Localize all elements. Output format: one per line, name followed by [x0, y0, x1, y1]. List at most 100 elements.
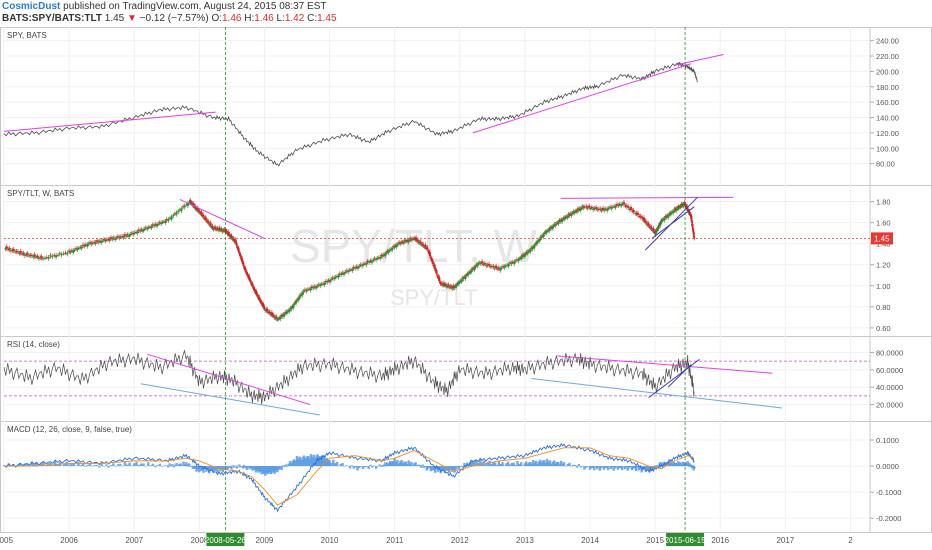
macd-histogram-bar	[175, 462, 178, 467]
author-name[interactable]: CosmicDust	[2, 1, 61, 12]
macd-histogram-bar	[414, 462, 417, 467]
candle-body	[296, 299, 299, 301]
candle-body	[631, 210, 634, 212]
candle-body	[266, 308, 269, 312]
macd-histogram-bar	[530, 464, 534, 467]
candle-body	[228, 233, 231, 236]
candle-body	[690, 215, 693, 220]
candle-body	[220, 228, 223, 231]
macd-histogram-bar	[558, 464, 561, 467]
candle-body	[603, 209, 606, 211]
macd-histogram-bar	[656, 464, 660, 467]
candle-body	[32, 256, 35, 258]
y-tick-label: 200.00	[876, 67, 899, 76]
candle-body	[673, 208, 676, 210]
candle-body	[129, 234, 132, 236]
macd-histogram-bar	[625, 466, 628, 468]
macd-histogram-bar	[482, 460, 486, 467]
candle-body	[47, 257, 50, 259]
candle-body	[490, 265, 493, 267]
candle-body	[687, 208, 690, 211]
y-tick-label: 0.0000	[876, 462, 899, 471]
candle-body	[571, 213, 574, 215]
candle-body	[595, 207, 598, 209]
macd-histogram-bar	[239, 466, 242, 468]
candle-body	[351, 268, 354, 271]
candle-body	[675, 208, 678, 211]
candle-body	[688, 211, 691, 214]
candle-body	[122, 236, 125, 238]
macd-histogram-bar	[525, 461, 528, 467]
macd-histogram-bar	[306, 455, 310, 467]
candle-body	[574, 211, 577, 213]
candle-body	[460, 279, 463, 282]
y-tick-label: 220.00	[876, 52, 899, 61]
candle-body	[72, 250, 75, 253]
macd-histogram-bar	[185, 462, 188, 467]
candle-body	[244, 268, 247, 272]
candle-body	[42, 258, 45, 260]
candle-body	[679, 205, 682, 208]
macd-histogram-bar	[182, 461, 185, 467]
candle-body	[444, 284, 447, 286]
candle-body	[577, 209, 580, 211]
y-tick-label: 0.60	[876, 324, 891, 333]
macd-histogram-bar	[172, 466, 175, 468]
candle-body	[545, 231, 548, 234]
candle-body	[246, 273, 249, 276]
macd-histogram-bar	[601, 466, 604, 467]
candle-body	[410, 239, 413, 241]
candle-body	[669, 212, 672, 215]
macd-histogram-bar	[593, 466, 596, 471]
signal-line	[4, 447, 695, 506]
macd-histogram-bar	[636, 466, 639, 468]
y-tick-label: 1.00	[876, 282, 891, 291]
macd-histogram-bar	[200, 466, 204, 471]
macd-histogram-bar	[302, 455, 306, 467]
candle-body	[511, 261, 514, 263]
macd-histogram-bar	[486, 462, 489, 467]
macd-histogram-bar	[611, 466, 614, 468]
candle-body	[191, 203, 194, 205]
candle-body	[234, 238, 237, 242]
candle-body	[36, 255, 39, 258]
macd-histogram-bar	[454, 466, 458, 470]
candle-body	[49, 255, 52, 257]
macd-histogram-bar	[140, 463, 143, 467]
candle-body	[678, 206, 681, 208]
macd-histogram-bar	[623, 466, 627, 470]
candle-body	[126, 234, 129, 236]
event-marker-label: 2008-05-26	[205, 536, 246, 545]
macd-histogram-bar	[188, 466, 192, 467]
candle-body	[347, 270, 350, 273]
macd-histogram-bar	[547, 461, 550, 467]
candle-body	[624, 205, 627, 207]
candle-body	[14, 251, 17, 253]
candle-body	[252, 287, 255, 290]
candle-body	[348, 270, 351, 272]
macd-histogram-bar	[415, 465, 419, 467]
y-tick-label: 100.00	[876, 144, 899, 153]
candle-body	[283, 313, 286, 315]
macd-histogram-bar	[33, 464, 36, 467]
candle-body	[524, 253, 527, 255]
macd-histogram-bar	[616, 466, 620, 470]
macd-histogram-bar	[537, 461, 541, 467]
candle-body	[483, 262, 486, 265]
macd-histogram-bar	[224, 466, 228, 468]
macd-histogram-bar	[51, 465, 55, 467]
candle-body	[344, 271, 347, 273]
macd-histogram-bar	[413, 463, 416, 467]
candle-body	[649, 226, 652, 228]
macd-histogram-bar	[356, 466, 359, 471]
candle-body	[128, 234, 131, 237]
candle-body	[299, 294, 302, 297]
macd-histogram-bar	[450, 466, 454, 472]
macd-histogram-bar	[352, 466, 355, 469]
candle-body	[592, 208, 595, 210]
candle-body	[641, 216, 644, 219]
trendline	[531, 378, 783, 409]
macd-histogram-bar	[401, 463, 405, 467]
candle-body	[94, 242, 97, 244]
